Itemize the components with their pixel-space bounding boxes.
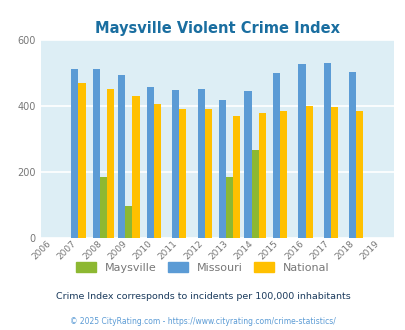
Bar bbox=[78, 83, 85, 238]
Bar bbox=[204, 109, 211, 238]
Bar bbox=[100, 177, 107, 238]
Title: Maysville Violent Crime Index: Maysville Violent Crime Index bbox=[94, 21, 339, 36]
Bar bbox=[273, 73, 279, 238]
Bar bbox=[258, 113, 265, 238]
Bar bbox=[147, 87, 154, 238]
Bar bbox=[251, 150, 258, 238]
Bar bbox=[93, 69, 100, 238]
Bar bbox=[226, 177, 233, 238]
Bar bbox=[132, 96, 139, 238]
Bar bbox=[233, 116, 240, 238]
Bar bbox=[125, 206, 132, 238]
Bar bbox=[179, 109, 186, 238]
Bar bbox=[330, 107, 337, 238]
Legend: Maysville, Missouri, National: Maysville, Missouri, National bbox=[72, 258, 333, 278]
Bar bbox=[323, 63, 330, 238]
Bar bbox=[197, 89, 204, 238]
Bar bbox=[118, 75, 125, 238]
Bar bbox=[355, 111, 362, 238]
Bar bbox=[305, 106, 312, 238]
Bar bbox=[348, 72, 355, 238]
Bar bbox=[172, 90, 179, 238]
Bar bbox=[298, 64, 305, 238]
Bar bbox=[279, 111, 287, 238]
Text: Crime Index corresponds to incidents per 100,000 inhabitants: Crime Index corresponds to incidents per… bbox=[55, 292, 350, 301]
Bar bbox=[244, 91, 251, 238]
Bar bbox=[107, 89, 114, 238]
Text: © 2025 CityRating.com - https://www.cityrating.com/crime-statistics/: © 2025 CityRating.com - https://www.city… bbox=[70, 317, 335, 326]
Bar bbox=[154, 104, 161, 238]
Bar bbox=[71, 69, 78, 238]
Bar bbox=[219, 100, 226, 238]
